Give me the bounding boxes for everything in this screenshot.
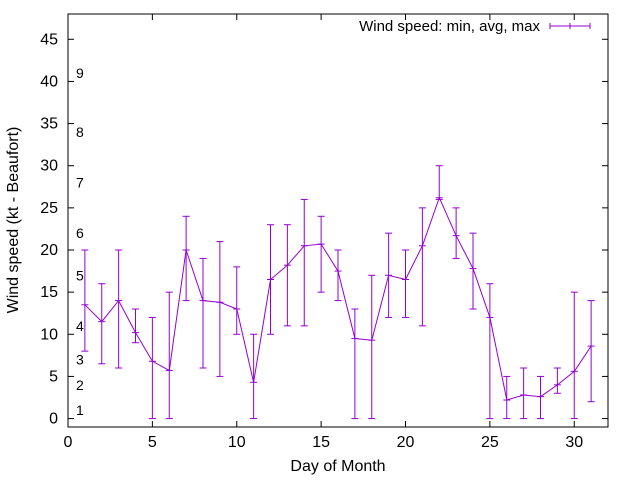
legend-swatch <box>549 23 591 29</box>
plot-area: 1 2 3 4 5 6 7 8 9 <box>76 65 595 420</box>
error-bar <box>115 249 123 369</box>
error-bar <box>520 367 528 420</box>
error-bar <box>334 249 342 302</box>
error-bar <box>81 249 89 352</box>
x-tick-label: 0 <box>64 434 73 451</box>
error-bar <box>418 207 426 327</box>
beaufort-label: 5 <box>76 267 84 283</box>
error-bar <box>317 215 325 293</box>
y-tick-label: 15 <box>40 284 58 301</box>
beaufort-label: 1 <box>76 402 84 418</box>
beaufort-label: 3 <box>76 352 84 368</box>
error-bar <box>587 300 595 403</box>
error-bar <box>283 224 291 327</box>
x-tick-label: 5 <box>148 434 157 451</box>
error-bar <box>553 367 561 394</box>
error-bar <box>233 266 241 335</box>
y-tick-label: 30 <box>40 158 58 175</box>
y-tick-label: 25 <box>40 200 58 217</box>
error-bar <box>368 274 376 420</box>
y-tick-label: 35 <box>40 116 58 133</box>
beaufort-label: 2 <box>76 377 84 393</box>
avg-line <box>84 196 592 401</box>
beaufort-label: 8 <box>76 124 84 140</box>
beaufort-label: 4 <box>76 318 84 334</box>
error-bar <box>469 232 477 310</box>
x-tick-label: 30 <box>565 434 583 451</box>
error-bar <box>98 283 106 365</box>
error-bar <box>570 291 578 420</box>
beaufort-label: 9 <box>76 65 84 81</box>
legend-label: Wind speed: min, avg, max <box>359 18 540 35</box>
error-bar <box>250 333 258 420</box>
y-tick-label: 20 <box>40 242 58 259</box>
beaufort-label: 7 <box>76 175 84 191</box>
y-tick-label: 45 <box>40 31 58 48</box>
error-bar <box>537 375 544 420</box>
x-tick-label: 25 <box>481 434 499 451</box>
error-bar <box>402 249 409 318</box>
legend: Wind speed: min, avg, max <box>359 18 591 35</box>
error-bar <box>300 198 308 327</box>
error-bar <box>199 257 207 369</box>
y-tick-label: 0 <box>49 411 58 428</box>
x-axis-title: Day of Month <box>290 458 385 475</box>
y-tick-label: 40 <box>40 73 58 90</box>
y-tick-label: 10 <box>40 326 58 343</box>
beaufort-label: 6 <box>76 225 84 241</box>
plot-frame <box>67 13 609 428</box>
error-bar <box>216 241 224 377</box>
error-bar <box>486 283 494 420</box>
x-tick-label: 10 <box>228 434 246 451</box>
error-bar <box>452 207 460 259</box>
error-bar <box>148 316 156 420</box>
y-tick-label: 5 <box>49 368 58 385</box>
x-tick-label: 15 <box>312 434 330 451</box>
y-axis-title: Wind speed (kt - Beaufort) <box>5 127 22 314</box>
error-bar <box>435 165 443 200</box>
error-bar <box>351 308 359 420</box>
x-tick-label: 20 <box>397 434 415 451</box>
